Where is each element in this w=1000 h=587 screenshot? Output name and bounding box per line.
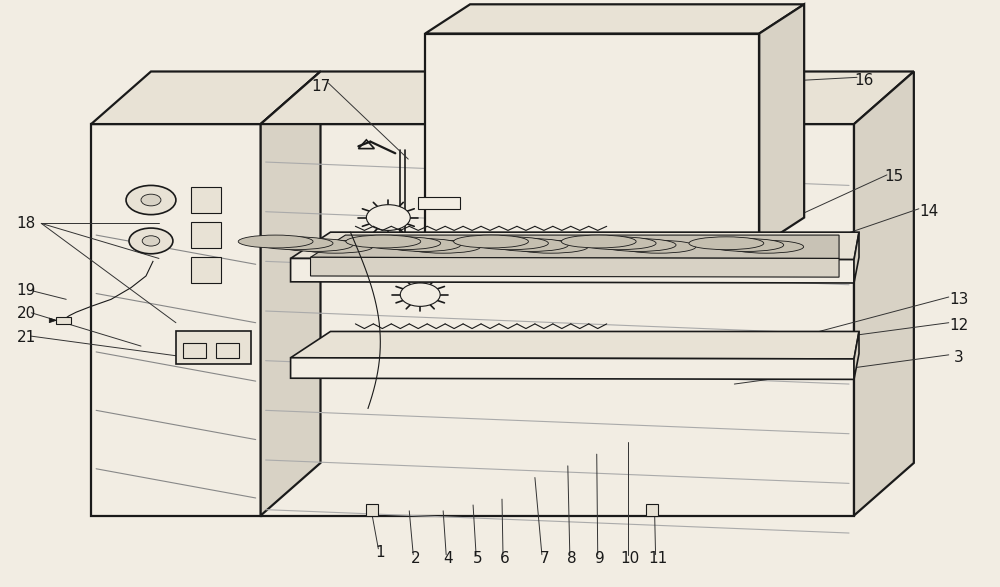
Ellipse shape bbox=[581, 237, 656, 249]
Polygon shape bbox=[854, 72, 914, 515]
Circle shape bbox=[129, 228, 173, 254]
Polygon shape bbox=[854, 232, 859, 283]
Text: 8: 8 bbox=[567, 551, 577, 566]
Text: 18: 18 bbox=[17, 216, 36, 231]
Polygon shape bbox=[176, 332, 251, 363]
Circle shape bbox=[366, 205, 410, 231]
Polygon shape bbox=[291, 332, 859, 359]
Text: 6: 6 bbox=[500, 551, 510, 566]
Text: 3: 3 bbox=[954, 350, 964, 365]
Polygon shape bbox=[49, 318, 56, 323]
Polygon shape bbox=[91, 124, 261, 515]
Circle shape bbox=[126, 185, 176, 215]
Text: 19: 19 bbox=[17, 283, 36, 298]
Text: 7: 7 bbox=[540, 551, 550, 566]
Circle shape bbox=[400, 283, 440, 306]
Ellipse shape bbox=[278, 238, 353, 251]
Polygon shape bbox=[91, 72, 320, 124]
Polygon shape bbox=[56, 317, 71, 324]
Text: 12: 12 bbox=[949, 318, 968, 333]
Text: 1: 1 bbox=[376, 545, 385, 560]
Ellipse shape bbox=[454, 235, 528, 248]
Ellipse shape bbox=[366, 237, 441, 249]
Ellipse shape bbox=[258, 237, 333, 249]
Text: 15: 15 bbox=[884, 169, 904, 184]
Text: 14: 14 bbox=[919, 204, 938, 219]
Polygon shape bbox=[261, 72, 914, 124]
Polygon shape bbox=[191, 257, 221, 283]
Polygon shape bbox=[311, 235, 839, 258]
Ellipse shape bbox=[709, 238, 784, 251]
Ellipse shape bbox=[386, 238, 461, 251]
Polygon shape bbox=[425, 33, 759, 247]
Polygon shape bbox=[291, 258, 854, 283]
Polygon shape bbox=[646, 504, 658, 515]
Circle shape bbox=[142, 236, 160, 246]
Text: 5: 5 bbox=[473, 551, 483, 566]
Polygon shape bbox=[191, 222, 221, 248]
Ellipse shape bbox=[621, 240, 696, 253]
Ellipse shape bbox=[406, 240, 481, 253]
Ellipse shape bbox=[601, 238, 676, 251]
Ellipse shape bbox=[238, 235, 313, 248]
Text: 2: 2 bbox=[410, 551, 420, 566]
Polygon shape bbox=[261, 124, 854, 515]
Text: 13: 13 bbox=[949, 292, 968, 307]
Ellipse shape bbox=[494, 238, 568, 251]
Polygon shape bbox=[291, 357, 854, 379]
Text: 21: 21 bbox=[17, 330, 36, 345]
Ellipse shape bbox=[729, 240, 804, 253]
Polygon shape bbox=[759, 4, 804, 247]
Text: 9: 9 bbox=[595, 551, 605, 566]
Ellipse shape bbox=[561, 235, 636, 248]
Text: 20: 20 bbox=[17, 306, 36, 322]
Polygon shape bbox=[311, 257, 839, 277]
Text: 11: 11 bbox=[648, 551, 667, 566]
Ellipse shape bbox=[298, 240, 373, 253]
Circle shape bbox=[141, 194, 161, 206]
Text: 10: 10 bbox=[620, 551, 639, 566]
Ellipse shape bbox=[689, 237, 764, 249]
Polygon shape bbox=[191, 187, 221, 213]
Ellipse shape bbox=[474, 237, 548, 249]
Polygon shape bbox=[425, 4, 804, 33]
Polygon shape bbox=[261, 72, 320, 515]
Ellipse shape bbox=[513, 240, 588, 253]
Polygon shape bbox=[291, 232, 859, 259]
Ellipse shape bbox=[346, 235, 421, 248]
Text: 16: 16 bbox=[854, 73, 874, 88]
Polygon shape bbox=[854, 332, 859, 379]
Polygon shape bbox=[366, 504, 378, 515]
Text: 17: 17 bbox=[311, 79, 330, 93]
Text: 4: 4 bbox=[443, 551, 453, 566]
Polygon shape bbox=[418, 197, 460, 209]
